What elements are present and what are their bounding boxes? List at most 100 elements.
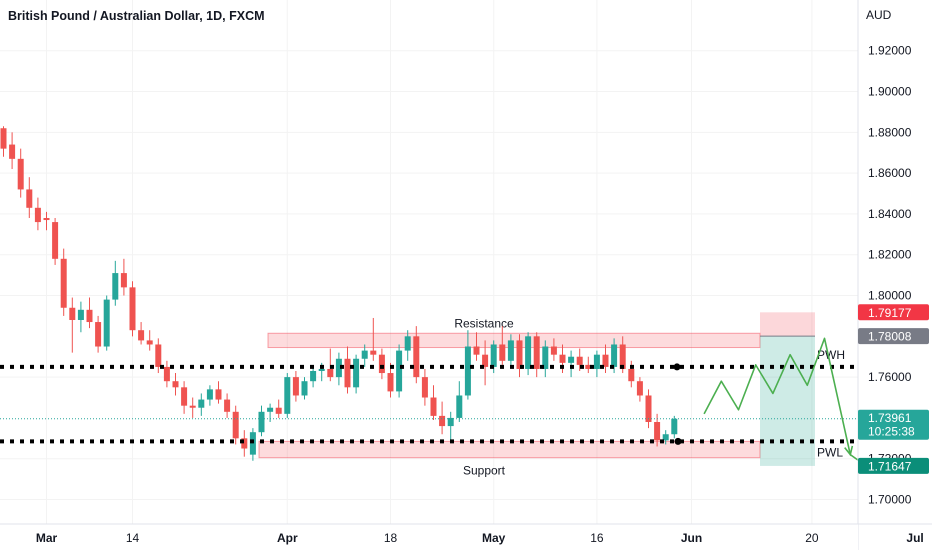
candle: [267, 403, 274, 422]
candle: [327, 348, 334, 382]
x-tick-label: 14: [126, 531, 140, 545]
candle: [301, 377, 308, 400]
candle-body: [267, 407, 274, 412]
candle-body: [9, 144, 16, 159]
candle: [439, 401, 446, 435]
candle: [533, 332, 540, 378]
candle-body: [662, 434, 669, 441]
candle-body: [26, 189, 33, 208]
candle-body: [516, 340, 523, 369]
candle-body: [77, 309, 84, 320]
candle-body: [344, 358, 351, 388]
candle-body: [189, 405, 196, 408]
candle: [43, 211, 50, 231]
candle-body: [525, 336, 532, 369]
candle-body: [181, 387, 188, 406]
candle: [611, 338, 618, 374]
candle-body: [310, 371, 317, 382]
x-tick-label: 20: [805, 531, 819, 545]
candle: [232, 405, 239, 445]
candle: [568, 350, 575, 378]
candle: [103, 295, 110, 351]
stop-loss-area: [760, 312, 815, 337]
candle-body: [568, 356, 575, 363]
level-dot: [674, 437, 682, 445]
candle: [172, 373, 179, 396]
candle-body: [413, 336, 420, 378]
candle: [628, 360, 635, 388]
candle: [60, 248, 67, 316]
candle: [645, 389, 652, 429]
candle: [155, 338, 162, 374]
candle: [671, 415, 678, 439]
price-tag-label: 1.78008: [868, 330, 912, 344]
candle: [215, 381, 222, 404]
symbol-title[interactable]: British Pound / Australian Dollar, 1D, F…: [8, 9, 265, 23]
price-tag-label: 1.79177: [868, 306, 912, 320]
candle-body: [138, 330, 145, 341]
candle-body: [258, 411, 265, 433]
candle: [129, 281, 136, 337]
price-tag-bg: [858, 457, 929, 474]
candle-body: [456, 395, 463, 418]
candle: [499, 326, 506, 365]
candle: [26, 177, 33, 218]
candle-body: [430, 397, 437, 416]
candle-body: [155, 344, 162, 367]
candle: [163, 360, 170, 388]
candle-body: [490, 344, 497, 367]
candle: [34, 197, 41, 231]
candle-body: [585, 364, 592, 369]
pwl-label: PWL: [817, 445, 843, 459]
candle: [77, 301, 84, 333]
candle-body: [507, 340, 514, 361]
candle-body: [163, 366, 170, 382]
candle: [292, 371, 299, 402]
candle-body: [292, 377, 299, 396]
candle-body: [172, 381, 179, 388]
candle: [52, 218, 59, 265]
candle-body: [232, 411, 239, 439]
y-tick-label: 1.70000: [868, 493, 912, 507]
x-tick-label: Apr: [277, 531, 298, 545]
candle-body: [654, 422, 661, 441]
candle-body: [318, 368, 325, 371]
candle: [482, 340, 489, 386]
short-position-tool[interactable]: [760, 312, 815, 466]
candle: [576, 348, 583, 371]
candle-body: [404, 336, 411, 351]
projection-path: [703, 337, 868, 468]
candle-body: [86, 309, 93, 323]
candle: [181, 381, 188, 414]
candle: [464, 330, 471, 400]
y-tick-label: 1.92000: [868, 44, 912, 58]
pwh-label: PWH: [817, 348, 845, 362]
candle-body: [447, 417, 454, 427]
candle: [224, 393, 231, 418]
price-tag-label: 1.71647: [868, 459, 912, 473]
candle-body: [559, 354, 566, 363]
support-zone: [258, 440, 761, 459]
candle-body: [499, 344, 506, 361]
candle-body: [0, 128, 7, 149]
candle-body: [112, 273, 119, 300]
candle: [636, 377, 643, 402]
y-tick-label: 1.90000: [868, 85, 912, 99]
candle: [9, 132, 16, 170]
candle: [550, 338, 557, 361]
countdown-label: 10:25:38: [868, 425, 915, 439]
candle-body: [593, 354, 600, 369]
candle: [507, 334, 514, 367]
projection-arrowhead: [844, 445, 854, 457]
candle: [335, 352, 342, 386]
candle: [112, 260, 119, 306]
price-tag-bg: [858, 304, 929, 321]
zones: Resistance Support: [258, 316, 761, 478]
candle-body: [542, 346, 549, 369]
y-tick-label: 1.76000: [868, 370, 912, 384]
candle: [378, 348, 385, 380]
price-tag-bg: [858, 328, 929, 345]
y-tick-label: 1.88000: [868, 125, 912, 139]
